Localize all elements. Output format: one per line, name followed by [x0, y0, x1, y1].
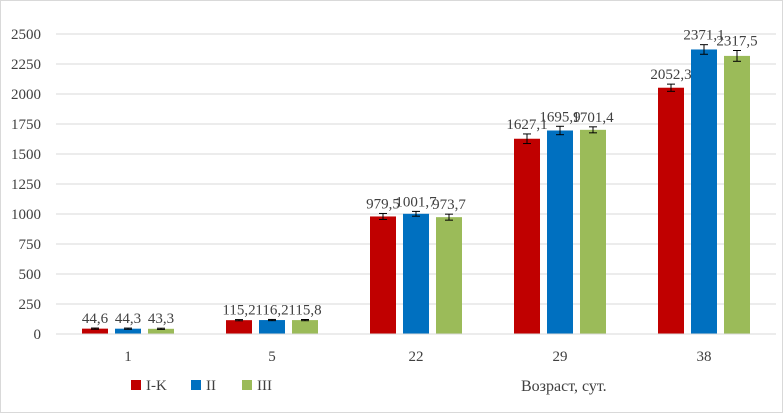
bar-ii-29: [547, 130, 573, 334]
data-label: 116,2: [255, 302, 288, 318]
y-tick-label: 250: [19, 297, 42, 313]
data-label: 115,8: [288, 303, 321, 319]
data-label: 1695,9: [539, 109, 580, 125]
data-label: 2317,5: [716, 34, 757, 50]
data-label: 973,7: [432, 197, 466, 213]
bar-ii-38: [691, 49, 717, 335]
x-axis-title: Возраст, сут.: [521, 378, 607, 395]
gridlines: [56, 33, 776, 305]
x-tick-label: 29: [553, 349, 568, 365]
bars: [82, 49, 750, 335]
data-label: 2371,1: [683, 28, 724, 44]
data-label: 1701,4: [572, 110, 614, 126]
data-label: 44,3: [115, 311, 141, 327]
y-tick-label: 1750: [11, 117, 41, 133]
legend: I-K II III: [131, 378, 272, 394]
bar-iii-1: [148, 328, 174, 334]
bar-iii-22: [436, 217, 462, 334]
bar-i-k-22: [370, 216, 396, 334]
y-tick-label: 0: [34, 327, 42, 343]
legend-label: I-K: [146, 378, 167, 394]
y-tick-label: 1250: [11, 177, 41, 193]
data-label: 1001,7: [395, 194, 437, 210]
bar-i-k-1: [82, 328, 108, 334]
legend-label: II: [206, 378, 216, 394]
data-labels: 44,6 44,3 43,3 115,2 116,2 115,8 979,51001,797…: [82, 28, 758, 328]
bar-ii-1: [115, 328, 141, 334]
bar-iii-29: [580, 129, 606, 334]
legend-swatch-ii: [191, 380, 201, 390]
bar-ii-5: [259, 320, 285, 334]
y-axis-ticks: 0 250 500 750 1000 1250 1500 1750 2000 2250 2500: [11, 27, 41, 343]
legend-swatch-iii: [242, 380, 252, 390]
x-tick-label: 5: [268, 349, 276, 365]
y-tick-label: 2500: [11, 27, 41, 43]
y-tick-label: 500: [19, 267, 42, 283]
y-tick-label: 2250: [11, 57, 41, 73]
x-tick-label: 22: [409, 349, 424, 365]
data-label: 115,2: [222, 303, 255, 319]
bar-i-k-38: [658, 87, 684, 334]
data-label: 2052,3: [650, 67, 691, 83]
bar-i-k-5: [226, 320, 252, 334]
bar-ii-22: [403, 213, 429, 334]
bar-i-k-29: [514, 138, 540, 334]
legend-swatch-i-k: [131, 380, 141, 390]
x-tick-label: 1: [124, 349, 132, 365]
bar-iii-5: [292, 320, 318, 334]
x-tick-label: 38: [697, 349, 712, 365]
y-tick-label: 1500: [11, 147, 41, 163]
error-bars: [91, 44, 741, 330]
legend-label: III: [257, 378, 272, 394]
x-axis-ticks: 1 5 22 29 38: [124, 349, 711, 365]
y-tick-label: 750: [19, 237, 42, 253]
data-label: 1627,1: [506, 117, 547, 133]
data-label: 979,5: [366, 196, 400, 212]
y-tick-label: 2000: [11, 87, 41, 103]
data-label: 44,6: [82, 311, 109, 327]
y-tick-label: 1000: [11, 207, 41, 223]
bar-iii-38: [724, 55, 750, 335]
data-label: 43,3: [148, 311, 174, 327]
